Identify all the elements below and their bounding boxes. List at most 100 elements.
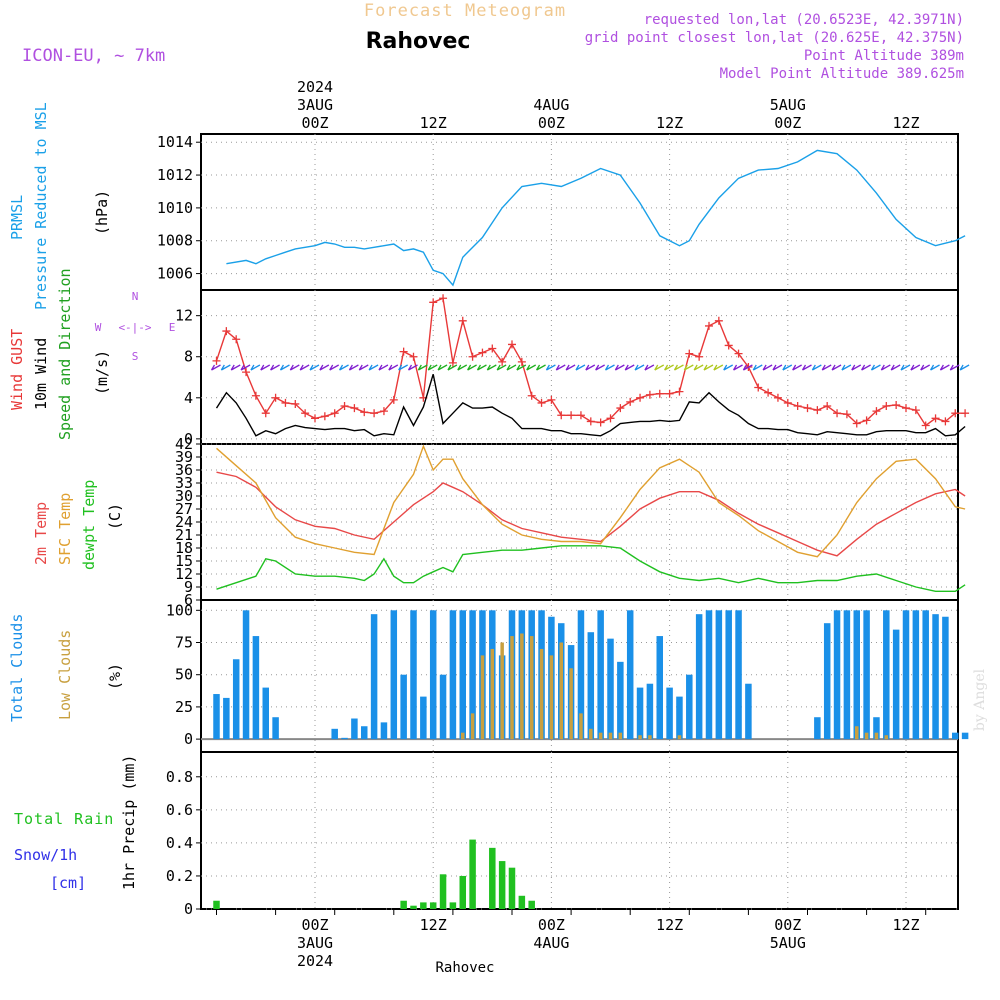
gust-point <box>488 344 497 353</box>
wind-barb-icon <box>486 364 497 371</box>
gust-point <box>951 409 960 418</box>
gust-point <box>695 352 704 361</box>
gust-point <box>764 388 773 397</box>
total-clouds-label: Total Clouds <box>8 614 26 722</box>
precip-bar <box>469 839 476 909</box>
precip-bar <box>429 902 437 909</box>
dewpoint-line <box>216 545 966 592</box>
gust-point <box>251 391 260 400</box>
compass-n: N <box>132 290 139 303</box>
total-cloud-bar <box>587 632 595 740</box>
total-cloud-bar <box>390 610 398 740</box>
gust-point <box>911 406 920 415</box>
wind-barb-icon <box>407 364 418 371</box>
sfc-temp-line <box>216 444 966 558</box>
wind-barb-icon <box>841 364 852 371</box>
gust-point <box>616 404 625 413</box>
wind-barb-icon <box>713 364 724 371</box>
gust-point <box>291 399 300 408</box>
clouds-y-tick-label: 50 <box>175 666 193 684</box>
gust-point <box>360 408 369 417</box>
total-cloud-bar <box>341 737 348 740</box>
low-cloud-bar <box>864 732 869 740</box>
low-cloud-bar <box>500 642 504 740</box>
low-cloud-bar <box>490 648 495 740</box>
wind-barb-icon <box>506 364 517 371</box>
gust-point <box>783 398 792 407</box>
gust-point <box>586 417 595 426</box>
precip-bar <box>528 900 535 909</box>
gust-point <box>370 409 379 418</box>
bottom-time-label: 4AUG <box>533 934 569 952</box>
model-altitude: Model Point Altitude 389.625m <box>720 66 964 82</box>
wind-barb-icon <box>870 364 881 371</box>
wind-barb-icon <box>555 364 566 371</box>
wind-barb-icon <box>939 364 950 371</box>
wind-barb-icon <box>782 364 793 371</box>
wind-barb-icon <box>240 364 251 371</box>
pressure-y-tick-label: 1010 <box>157 199 193 217</box>
t2m-line <box>216 471 966 557</box>
precip-y-tick-label: 0.4 <box>166 834 193 852</box>
wind-barb-icon <box>644 364 655 371</box>
precip-y-tick-label: 0.8 <box>166 768 193 786</box>
gust-point <box>557 411 566 420</box>
gust-point <box>803 404 812 413</box>
wind-barb-icon <box>890 364 901 371</box>
gust-point <box>537 398 546 407</box>
total-cloud-bar <box>223 697 230 740</box>
temp-y-tick-label: 15 <box>175 552 193 570</box>
gust-point <box>793 402 802 411</box>
wind-barb-icon <box>910 364 921 371</box>
gust-point <box>379 407 388 416</box>
wind-barb-icon <box>673 364 684 371</box>
wind-barb-icon <box>752 364 763 371</box>
total-cloud-bar <box>469 610 476 740</box>
requested-coords: requested lon,lat (20.6523E, 42.3971N) <box>644 12 964 28</box>
gust-point <box>675 387 684 396</box>
temp-y-tick-label: 42 <box>175 435 193 453</box>
precip-unit: 1hr Precip (mm) <box>120 755 138 890</box>
bottom-time-label: 00Z <box>538 916 565 934</box>
gust-point <box>409 352 418 361</box>
temp-y-tick-label: 6 <box>184 591 193 609</box>
low-cloud-bar <box>874 732 879 740</box>
gust-point <box>350 404 359 413</box>
precip-bar <box>489 847 496 909</box>
top-time-label: 00Z <box>538 114 565 132</box>
low-cloud-bar <box>608 732 613 740</box>
wind-barb-icon <box>535 364 546 371</box>
gust-point <box>655 389 664 398</box>
gust-point <box>320 412 329 421</box>
wind-barb-icon <box>338 364 349 371</box>
precip-bar <box>439 874 447 909</box>
pressure-frame <box>200 133 959 291</box>
temp-2m-label: 2m Temp <box>32 502 50 565</box>
wind-barb-icon <box>880 364 891 371</box>
point-altitude: Point Altitude 389m <box>804 48 964 64</box>
gust-point <box>902 404 910 413</box>
wind-barb-icon <box>368 364 379 371</box>
total-cloud-bar <box>380 722 388 740</box>
gust-point <box>813 406 822 415</box>
total-cloud-bar <box>745 683 752 740</box>
wind-barb-icon <box>496 364 507 371</box>
gust-point <box>665 389 674 398</box>
total-cloud-bar <box>646 683 654 740</box>
pressure-unit: (hPa) <box>93 190 111 235</box>
pressure-y-tick-label: 1006 <box>157 265 193 283</box>
wind-barb-icon <box>792 364 802 371</box>
gust-point <box>527 391 536 400</box>
total-cloud-bar <box>676 696 683 740</box>
wind-barb-icon <box>634 364 645 371</box>
total-cloud-bar <box>952 732 959 740</box>
compass-w: W <box>95 321 102 334</box>
wind-barb-icon <box>447 364 458 371</box>
wind-barb-icon <box>358 364 369 371</box>
low-cloud-bar <box>569 668 573 740</box>
gust-point <box>862 416 871 425</box>
wind-direction-label: Speed and Direction <box>56 268 74 440</box>
wind-barb-icon <box>703 364 714 371</box>
total-cloud-bar <box>961 732 969 740</box>
total-cloud-bar <box>705 610 713 740</box>
